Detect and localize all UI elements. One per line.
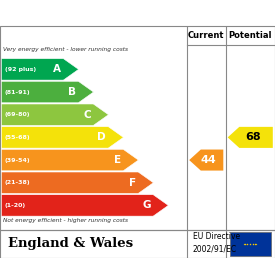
Text: Very energy efficient - lower running costs: Very energy efficient - lower running co…: [3, 47, 128, 52]
Text: E: E: [114, 155, 121, 165]
Text: (92 plus): (92 plus): [5, 67, 36, 72]
Polygon shape: [189, 150, 223, 171]
Polygon shape: [1, 195, 168, 216]
Text: Not energy efficient - higher running costs: Not energy efficient - higher running co…: [3, 218, 128, 223]
Text: (55-68): (55-68): [5, 135, 30, 140]
Text: Energy Efficiency Rating: Energy Efficiency Rating: [8, 6, 192, 20]
Text: D: D: [97, 132, 106, 142]
Text: (21-38): (21-38): [5, 180, 30, 185]
Text: (39-54): (39-54): [5, 158, 30, 163]
Text: Potential: Potential: [229, 31, 272, 40]
Polygon shape: [1, 59, 79, 80]
Polygon shape: [1, 172, 153, 194]
Text: 44: 44: [201, 155, 216, 165]
Bar: [230, 232, 271, 256]
Text: C: C: [84, 110, 91, 120]
Text: A: A: [53, 64, 61, 74]
Text: B: B: [68, 87, 76, 97]
Polygon shape: [228, 127, 273, 148]
Text: G: G: [142, 200, 151, 211]
Text: EU Directive
2002/91/EC: EU Directive 2002/91/EC: [192, 232, 240, 253]
Text: F: F: [129, 178, 136, 188]
Text: (81-91): (81-91): [5, 90, 30, 94]
Polygon shape: [1, 104, 108, 125]
Text: (69-80): (69-80): [5, 112, 30, 117]
Text: (1-20): (1-20): [5, 203, 26, 208]
Polygon shape: [1, 127, 123, 148]
Text: Current: Current: [188, 31, 224, 40]
Polygon shape: [1, 81, 94, 103]
Polygon shape: [1, 149, 138, 171]
Text: England & Wales: England & Wales: [8, 238, 133, 251]
Text: 68: 68: [245, 132, 260, 142]
